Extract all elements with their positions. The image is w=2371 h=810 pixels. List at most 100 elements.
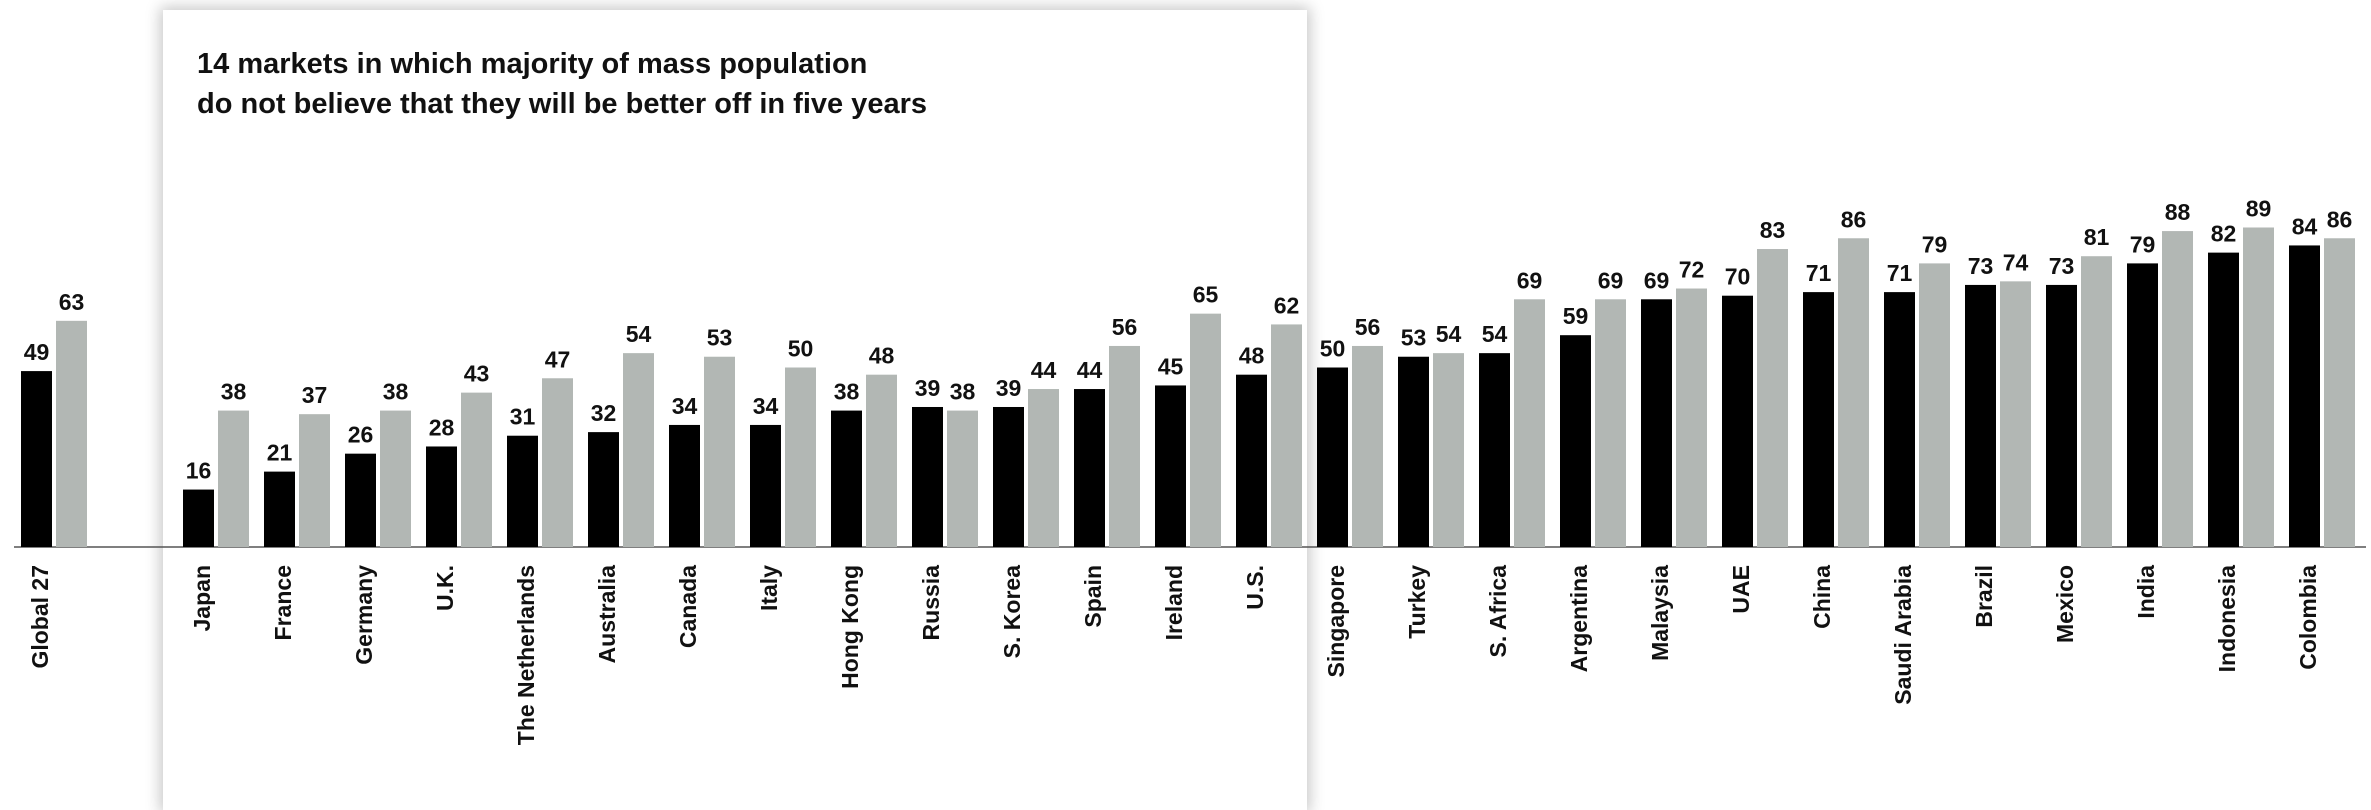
- data-label: 65: [1193, 282, 1219, 308]
- data-label: 79: [2130, 231, 2156, 257]
- bar-gray: [704, 356, 735, 547]
- category-label: Canada: [675, 565, 701, 648]
- category-label: Ireland: [1161, 565, 1187, 640]
- data-label: 43: [464, 361, 490, 387]
- data-label: 39: [996, 375, 1022, 401]
- bar-black: [345, 453, 376, 547]
- bar-black: [669, 424, 700, 547]
- data-label: 74: [2003, 249, 2029, 275]
- bar-gray: [1919, 263, 1950, 547]
- data-label: 38: [383, 379, 409, 405]
- data-label: 31: [510, 404, 536, 430]
- data-label: 56: [1355, 314, 1381, 340]
- data-label: 34: [672, 393, 698, 419]
- bar-gray: [947, 410, 978, 547]
- bar-gray: [2162, 231, 2193, 547]
- bar-gray: [218, 410, 249, 547]
- bar-black: [1641, 299, 1672, 547]
- data-label: 53: [1401, 325, 1427, 351]
- data-label: 82: [2211, 221, 2237, 247]
- data-label: 28: [429, 414, 455, 440]
- bar-gray: [623, 353, 654, 547]
- bar-gray: [1190, 313, 1221, 547]
- category-label: Colombia: [2295, 565, 2321, 670]
- data-label: 84: [2292, 213, 2318, 239]
- bar-gray: [380, 410, 411, 547]
- data-label: 38: [221, 379, 247, 405]
- bar-black: [993, 406, 1024, 547]
- category-label: Singapore: [1323, 565, 1349, 677]
- data-label: 50: [788, 336, 814, 362]
- bar-gray: [1838, 238, 1869, 547]
- category-label: The Netherlands: [513, 565, 539, 745]
- bar-black: [426, 446, 457, 547]
- bar-gray: [785, 367, 816, 547]
- annotation-line-1: 14 markets in which majority of mass pop…: [197, 48, 868, 80]
- category-label: Italy: [756, 565, 782, 611]
- bar-gray: [1028, 389, 1059, 547]
- bar-gray: [2081, 256, 2112, 547]
- data-label: 71: [1887, 260, 1913, 286]
- data-label: 16: [186, 458, 212, 484]
- data-label: 21: [267, 440, 293, 466]
- category-label: Malaysia: [1647, 565, 1673, 661]
- data-label: 45: [1158, 353, 1184, 379]
- data-label: 54: [1436, 321, 1462, 347]
- bar-black: [1884, 292, 1915, 547]
- data-label: 73: [2049, 253, 2075, 279]
- data-label: 47: [545, 346, 571, 372]
- data-label: 69: [1598, 267, 1624, 293]
- category-label: Australia: [594, 565, 620, 664]
- data-label: 71: [1806, 260, 1832, 286]
- category-label: Hong Kong: [837, 565, 863, 689]
- data-label: 83: [1760, 217, 1786, 243]
- bar-gray: [299, 414, 330, 547]
- bar-gray: [1595, 299, 1626, 547]
- bar-black: [1722, 295, 1753, 547]
- bar-black: [588, 432, 619, 547]
- data-label: 63: [59, 289, 85, 315]
- data-label: 54: [1482, 321, 1508, 347]
- category-label: Turkey: [1404, 565, 1430, 639]
- data-label: 39: [915, 375, 941, 401]
- data-label: 59: [1563, 303, 1589, 329]
- category-label: Brazil: [1971, 565, 1997, 628]
- data-label: 48: [1239, 343, 1265, 369]
- data-label: 48: [869, 343, 895, 369]
- bar-black: [2127, 263, 2158, 547]
- bar-black: [1560, 335, 1591, 547]
- data-label: 38: [834, 379, 860, 405]
- data-label: 69: [1644, 267, 1670, 293]
- data-label: 69: [1517, 267, 1543, 293]
- bar-black: [1155, 385, 1186, 547]
- data-label: 56: [1112, 314, 1138, 340]
- bar-gray: [1757, 249, 1788, 547]
- data-label: 86: [2327, 206, 2353, 232]
- data-label: 54: [626, 321, 652, 347]
- bar-black: [2208, 252, 2239, 547]
- data-label: 53: [707, 325, 733, 351]
- bar-black: [2289, 245, 2320, 547]
- bar-black: [1317, 367, 1348, 547]
- data-label: 73: [1968, 253, 1994, 279]
- bar-gray: [866, 374, 897, 547]
- data-label: 70: [1725, 264, 1751, 290]
- bar-gray: [2324, 238, 2355, 547]
- data-label: 72: [1679, 257, 1705, 283]
- data-label: 50: [1320, 336, 1346, 362]
- category-label: Saudi Arabia: [1890, 565, 1916, 705]
- category-label: France: [270, 565, 296, 640]
- bar-gray: [2000, 281, 2031, 547]
- bar-black: [831, 410, 862, 547]
- bar-black: [912, 406, 943, 547]
- data-label: 88: [2165, 199, 2191, 225]
- bar-gray: [542, 378, 573, 547]
- bar-black: [750, 424, 781, 547]
- bar-gray: [1433, 353, 1464, 547]
- bar-black: [1074, 389, 1105, 547]
- category-label: Mexico: [2052, 565, 2078, 643]
- bar-black: [264, 471, 295, 547]
- bar-black: [507, 435, 538, 547]
- data-label: 62: [1274, 292, 1300, 318]
